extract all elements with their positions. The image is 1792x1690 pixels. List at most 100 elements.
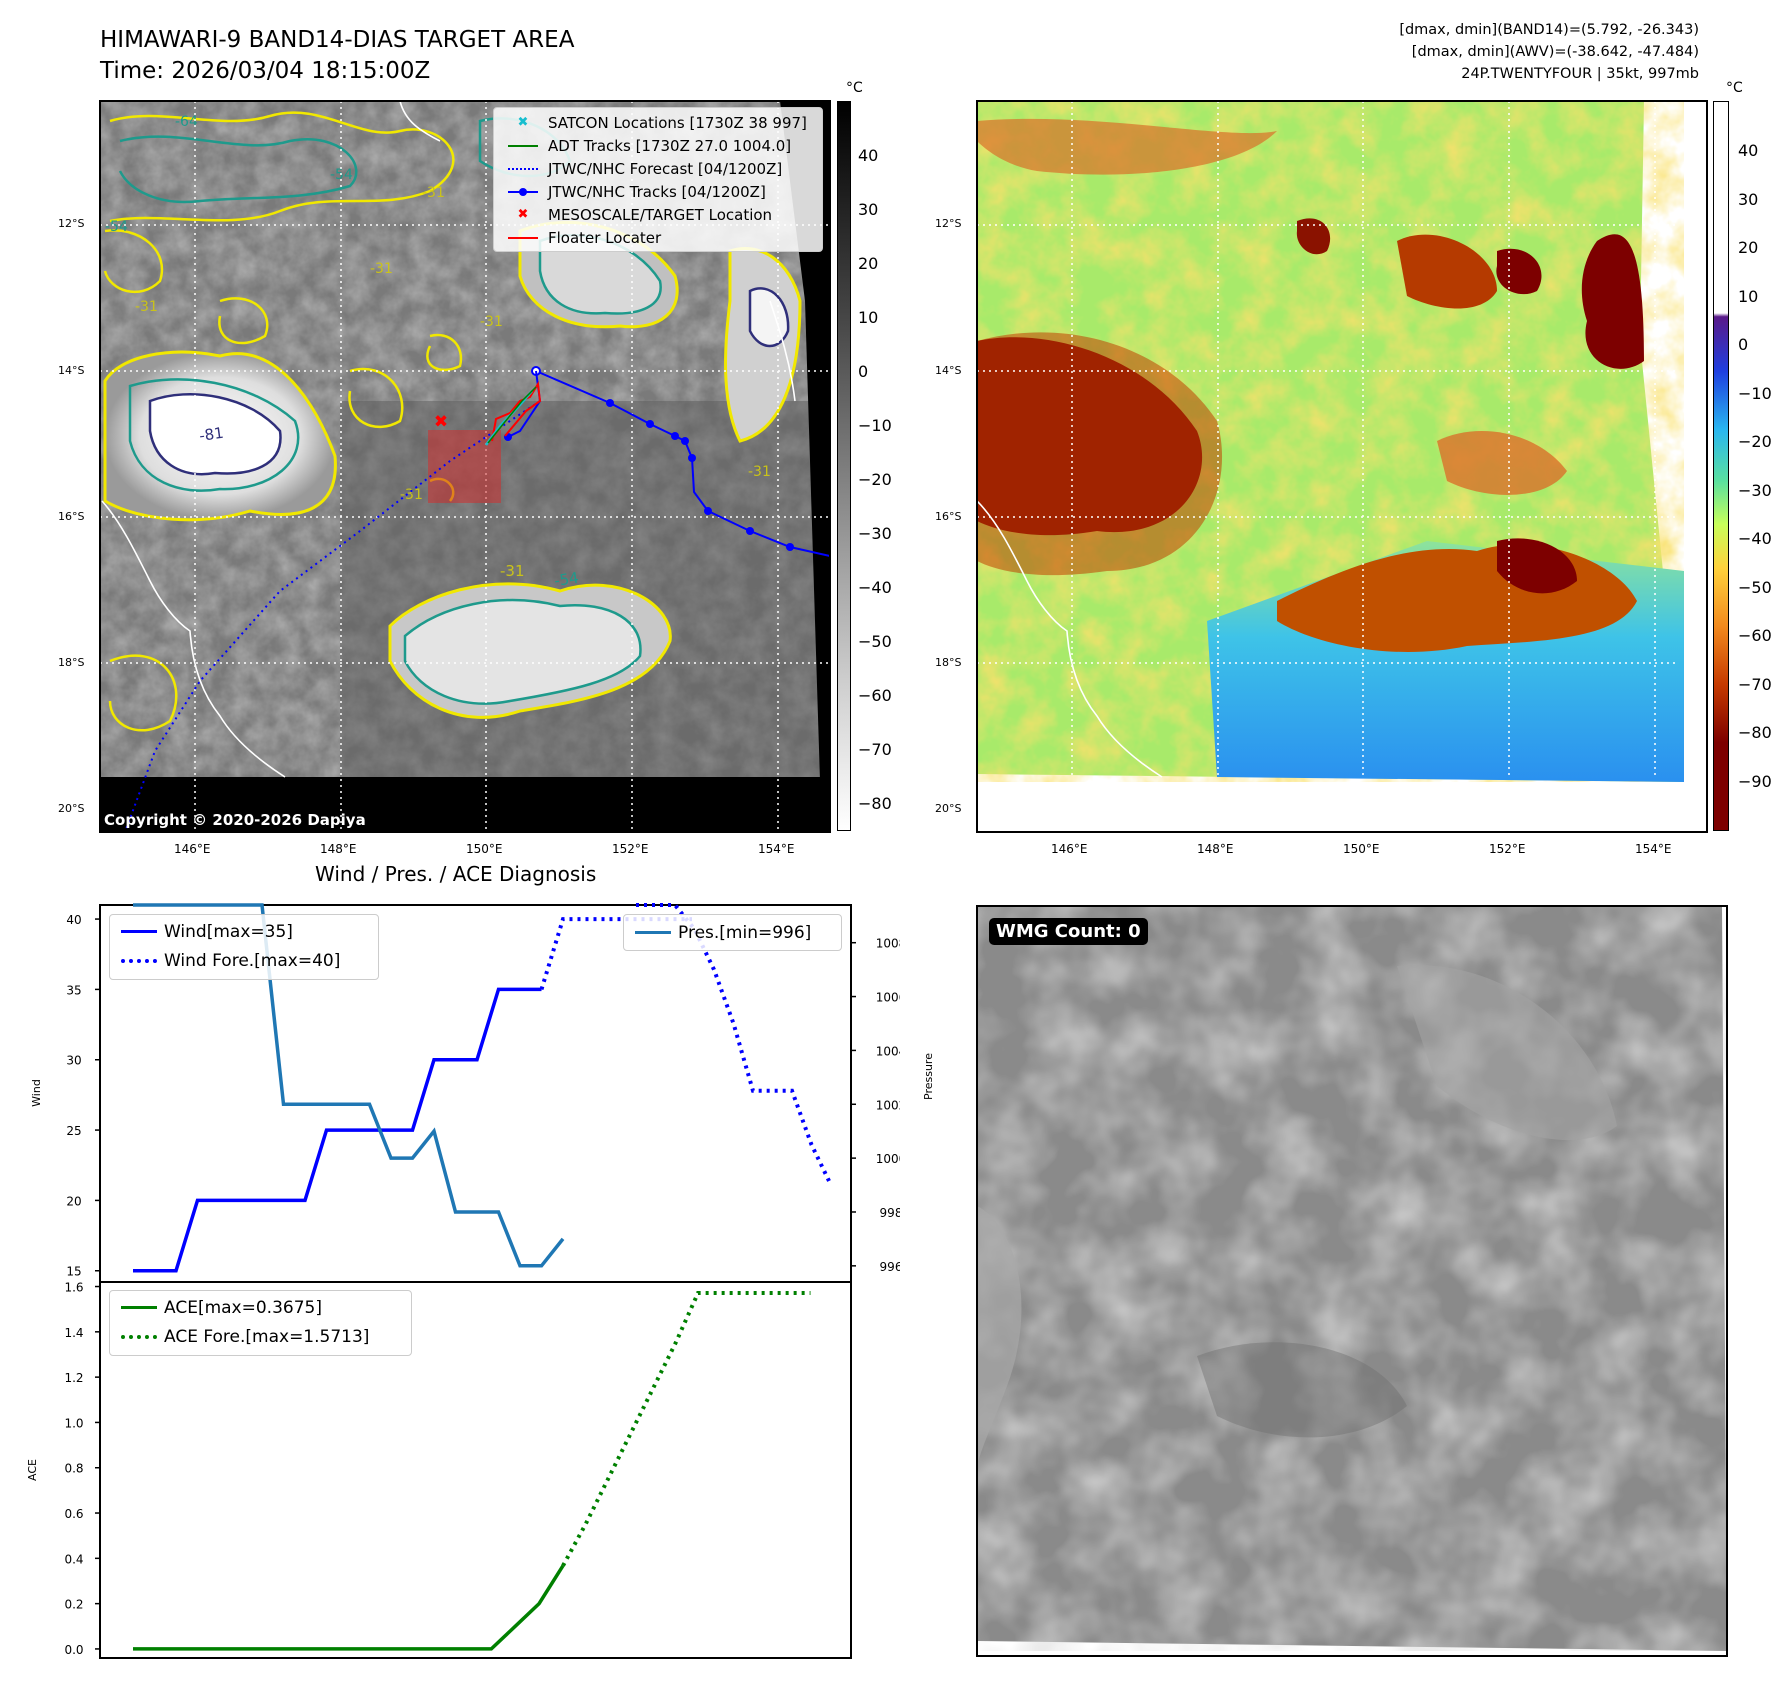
pressure-forecast-line <box>636 903 833 1186</box>
diagnosis-title: Wind / Pres. / ACE Diagnosis <box>315 862 597 886</box>
legend-item-adt: ADT Tracks [1730Z 27.0 1004.0] <box>498 134 818 157</box>
wind-tick-label: 35 <box>66 983 81 997</box>
ace-forecast-line <box>561 1291 811 1567</box>
info-band14-range: [dmax, dmin](BAND14)=(5.792, -26.343) <box>1399 22 1699 38</box>
pressure-tick-label: 996 <box>880 1260 900 1274</box>
lon-tick: 154°E <box>1635 842 1672 856</box>
lat-tick: 14°S <box>935 364 962 377</box>
pressure-axis-label: Pressure <box>922 1053 935 1100</box>
cloud-cluster-south: -54 -31 <box>388 562 672 719</box>
legend-item-wind-forecast: Wind Fore.[max=40] <box>114 946 374 975</box>
colorbar-tick: −20 <box>858 470 892 489</box>
legend-item-ace-forecast: ACE Fore.[max=1.5713] <box>114 1322 407 1351</box>
legend-item-ace: ACE[max=0.3675] <box>114 1293 407 1322</box>
lat-tick: 16°S <box>935 510 962 523</box>
cloud-cluster-west: -81 <box>103 350 337 522</box>
wind-tick-label: 15 <box>66 1265 81 1279</box>
lat-tick: 18°S <box>58 656 85 669</box>
lat-tick: 16°S <box>58 510 85 523</box>
colorbar-tick: 0 <box>1738 335 1749 354</box>
lon-tick: 146°E <box>174 842 211 856</box>
lon-tick: 150°E <box>1343 842 1380 856</box>
contour-label: -81 <box>198 424 225 445</box>
ace-axes-frame <box>99 1281 852 1659</box>
contour-label: -31 <box>422 185 445 201</box>
pressure-tick-label: 998 <box>880 1206 900 1220</box>
wind-axis-label: Wind <box>30 1079 43 1107</box>
wind-tick-label: 25 <box>66 1124 81 1138</box>
lon-tick: 152°E <box>612 842 649 856</box>
colorbar-tick: 20 <box>1738 238 1759 257</box>
legend-item-pressure: Pres.[min=996] <box>628 917 837 948</box>
line-dot-icon <box>498 187 548 196</box>
lat-tick: 12°S <box>58 217 85 230</box>
figure-title-line1: HIMAWARI-9 BAND14-DIAS TARGET AREA <box>100 27 575 53</box>
floater-track <box>491 381 542 442</box>
wind-tick-label: 30 <box>66 1054 81 1068</box>
ace-axis-label: ACE <box>26 1459 39 1481</box>
colorbar-tick: −60 <box>858 686 892 705</box>
colorbar-tick: 30 <box>1738 189 1759 209</box>
lat-tick: 14°S <box>58 364 85 377</box>
wmg-count-badge: WMG Count: 0 <box>989 918 1148 945</box>
lon-tick: 148°E <box>320 842 357 856</box>
coastline <box>977 500 1163 778</box>
ace-line <box>133 1564 565 1651</box>
copyright-notice: Copyright © 2020-2026 Dapiya <box>104 811 366 829</box>
colorbar-tick: −50 <box>1738 577 1772 597</box>
colorbar-tick: −70 <box>858 740 892 759</box>
info-awv-range: [dmax, dmin](AWV)=(-38.642, -47.484) <box>1411 44 1699 60</box>
lon-tick: 146°E <box>1051 842 1088 856</box>
colorbar-tick: −40 <box>1738 529 1772 548</box>
ace-tick-label: 0.4 <box>64 1552 83 1566</box>
x-marker-icon: ✖ <box>517 115 529 130</box>
contour-label: -64 <box>175 114 198 130</box>
colorbar-tick: 20 <box>858 254 879 273</box>
legend-item-satcon: ✖ SATCON Locations [1730Z 38 997] <box>498 111 818 134</box>
diagnosis-lines <box>133 903 833 1651</box>
contour-label: -31 <box>370 261 393 277</box>
colorbar-tick: −90 <box>1738 771 1772 791</box>
awv-map-frame <box>976 100 1708 833</box>
lon-tick: 154°E <box>758 842 795 856</box>
lat-tick: 20°S <box>58 802 85 815</box>
colorbar-tick: −70 <box>1738 674 1772 694</box>
contour-label: -31 <box>748 464 771 480</box>
dotted-line-icon <box>498 167 548 170</box>
x-marker-icon: ✖ <box>517 207 529 222</box>
mesoscale-target-marker: ✖ <box>434 412 448 432</box>
colorbar-tick: −40 <box>858 578 892 597</box>
legend-item-wind: Wind[max=35] <box>114 917 374 946</box>
awv-colorbar-unit: °C <box>1726 80 1743 96</box>
legend-item-mesoscale: ✖ MESOSCALE/TARGET Location <box>498 203 818 226</box>
line-marker-icon <box>498 144 548 147</box>
pressure-ticks: 1008 1006 1004 1002 1000 998 996 <box>851 937 900 1274</box>
pressure-tick-label: 1004 <box>876 1044 900 1058</box>
ir-legend: ✖ SATCON Locations [1730Z 38 997] ADT Tra… <box>493 107 823 252</box>
contour-label: -54 <box>553 569 580 590</box>
ir-map-frame <box>99 100 831 833</box>
wmg-image <box>977 906 1727 1657</box>
dotted-line-icon <box>114 1334 164 1339</box>
info-storm: 24P.TWENTYFOUR | 35kt, 997mb <box>1461 66 1699 82</box>
lat-tick: 18°S <box>935 656 962 669</box>
pressure-tick-label: 1002 <box>876 1098 900 1112</box>
line-marker-icon <box>114 930 164 933</box>
line-marker-icon <box>114 1306 164 1309</box>
wmg-image-svg <box>977 906 1727 1651</box>
legend-item-floater: Floater Locater <box>498 226 818 249</box>
colorbar-tick: −60 <box>1738 626 1772 645</box>
ace-tick-label: 1.2 <box>64 1371 83 1385</box>
ace-tick-label: 1.0 <box>64 1416 83 1430</box>
wind-ticks: 40 35 30 25 20 15 <box>66 913 100 1279</box>
awv-map-svg <box>977 101 1684 782</box>
colorbar-tick: −30 <box>858 524 892 543</box>
legend-item-forecast: JTWC/NHC Forecast [04/1200Z] <box>498 157 818 180</box>
colorbar-tick: −80 <box>1738 723 1772 742</box>
ir-colorbar <box>837 101 851 831</box>
wind-tick-label: 20 <box>66 1194 81 1208</box>
wind-legend: Wind[max=35] Wind Fore.[max=40] <box>109 914 379 980</box>
ir-colorbar-unit: °C <box>846 80 863 96</box>
colorbar-tick: −30 <box>1738 480 1772 500</box>
